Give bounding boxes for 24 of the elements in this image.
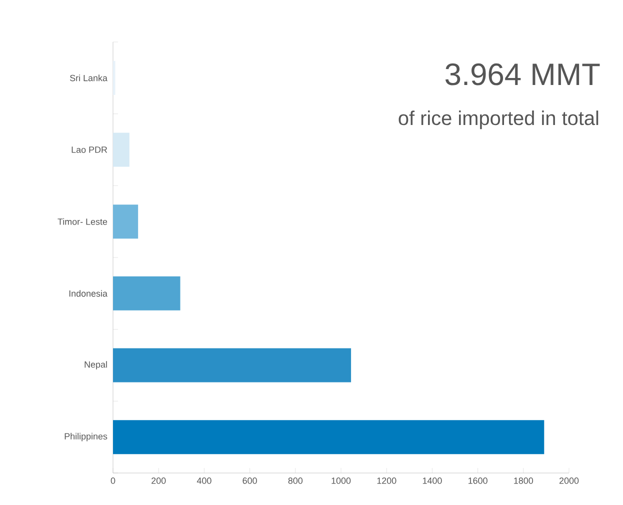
- text: of rice imported in total: [398, 110, 598, 130]
- y-tick-label: Indonesia: [69, 290, 108, 297]
- bar: [113, 348, 352, 382]
- bar: [113, 132, 130, 167]
- y-tick-label: Timor- Leste: [58, 218, 108, 225]
- x-tick-label: 1600: [468, 478, 488, 484]
- x-tick-label: 1200: [377, 478, 396, 484]
- y-tick-label: Lao PDR: [72, 146, 108, 153]
- x-tick-label: 600: [242, 478, 257, 484]
- y-tick-label: Sri Lanka: [70, 74, 108, 82]
- x-tick-label: 400: [196, 478, 212, 484]
- x-tick-label: 200: [152, 478, 166, 484]
- x-tick-label: 1400: [422, 478, 442, 484]
- bar: [113, 276, 180, 310]
- x-tick-label: 1000: [332, 478, 351, 484]
- text: 3.964 MMT: [445, 63, 600, 86]
- x-tick-label: 0: [110, 478, 116, 484]
- x-tick-label: 2000: [559, 478, 579, 484]
- bar: [113, 204, 138, 239]
- x-tick-label: 800: [288, 478, 303, 484]
- bar: [113, 420, 544, 454]
- x-tick-label: 1800: [514, 478, 534, 484]
- y-tick-label: Nepal: [84, 361, 107, 370]
- y-tick-label: Philippines: [64, 432, 108, 442]
